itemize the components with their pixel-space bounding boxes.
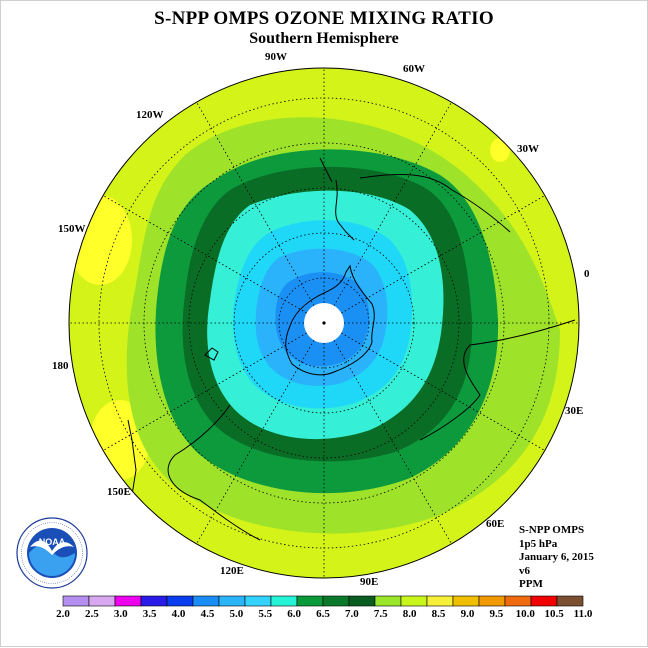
meridian-line (196, 322, 325, 545)
colorbar-tick-label: 10.5 (544, 608, 564, 620)
noaa-logo: NOAA (16, 517, 88, 589)
lon-label-30w: 30W (517, 143, 539, 155)
colorbar-tick-label: 4.5 (200, 608, 215, 620)
lon-label-30e: 30E (565, 405, 584, 417)
lon-label-180: 180 (52, 360, 69, 372)
colorbar-tick-label: 9.5 (489, 608, 504, 620)
colorbar-tick-label: 7.0 (345, 608, 359, 620)
colorbar-tick-label: 3.0 (113, 608, 128, 620)
colorbar-tick-label: 2.5 (85, 608, 99, 620)
colorbar-tick-label: 8.0 (402, 608, 417, 620)
colorbar-swatch (452, 595, 480, 607)
graticule (69, 68, 579, 578)
dataset-info: S-NPP OMPS 1p5 hPa January 6, 2015 v6 PP… (519, 524, 594, 592)
meridian-line (323, 195, 546, 324)
colorbar-tick-label: 5.5 (258, 608, 273, 620)
nz-coast (127, 419, 137, 496)
colorbar-swatch (166, 595, 194, 607)
colorbar-swatch (530, 595, 558, 607)
colorbar-tick-label: 3.5 (142, 608, 157, 620)
colorbar-swatch (114, 595, 142, 607)
colorbar-swatch (322, 595, 350, 607)
info-level: 1p5 hPa (519, 537, 558, 550)
colorbar-tick-label: 9.0 (460, 608, 475, 620)
meridian-line (323, 101, 452, 324)
info-units: PPM (519, 578, 543, 590)
south-america-coast (359, 173, 511, 233)
colorbar-swatch (62, 595, 90, 607)
colorbar-swatch (426, 595, 454, 607)
svg-text:NOAA: NOAA (39, 537, 66, 547)
colorbar-swatch (244, 595, 272, 607)
colorbar-swatch (374, 595, 402, 607)
lon-label-0: 0 (584, 268, 590, 280)
colorbar-tick-label: 10.0 (515, 608, 535, 620)
colorbar-swatch (88, 595, 116, 607)
australia-coast (167, 404, 261, 541)
lon-label-120e: 120E (220, 565, 244, 577)
meridian-line (102, 322, 325, 451)
colorbar-tick-label: 6.5 (316, 608, 330, 620)
meridian-line (323, 322, 546, 451)
south-america-tip (319, 157, 355, 241)
colorbar-swatch (192, 595, 220, 607)
lon-label-150e: 150E (107, 486, 131, 498)
info-version: v6 (519, 564, 530, 577)
colorbar-swatch (296, 595, 324, 607)
colorbar-swatch (348, 595, 376, 607)
antarctica-outline (285, 264, 375, 376)
map-title: S-NPP OMPS OZONE MIXING RATIO (154, 8, 494, 29)
colorbar-tick-label: 11.0 (573, 608, 593, 620)
colorbar-tick-label: 5.0 (229, 608, 244, 620)
info-date: January 6, 2015 (519, 551, 594, 563)
lon-label-90w: 90W (265, 51, 287, 63)
colorbar-swatch (556, 595, 584, 607)
lon-label-120w: 120W (136, 109, 164, 121)
lon-label-60e: 60E (486, 518, 505, 530)
meridian-line (196, 101, 325, 324)
colorbar-swatch (478, 595, 506, 607)
colorbar-tick-label: 7.5 (373, 608, 388, 620)
coastlines (127, 157, 576, 541)
map-subtitle: Southern Hemisphere (249, 30, 399, 47)
colorbar-swatch (504, 595, 532, 607)
colorbar-swatch (400, 595, 428, 607)
meridian-line (102, 195, 325, 324)
colorbar-swatch (218, 595, 246, 607)
lon-label-150w: 150W (58, 223, 86, 235)
south-pole-marker (322, 321, 326, 325)
lon-label-60w: 60W (403, 63, 425, 75)
colorbar-tick-label: 6.0 (287, 608, 301, 620)
meridian-line (323, 322, 452, 545)
island-a (204, 347, 219, 361)
info-instrument: S-NPP OMPS (519, 524, 585, 536)
colorbar-swatch (140, 595, 168, 607)
lon-label-90e: 90E (360, 576, 379, 588)
colorbar-swatch (270, 595, 298, 607)
africa-coast (419, 319, 576, 441)
colorbar-tick-label: 8.5 (431, 608, 446, 620)
map-boundary (68, 67, 580, 579)
colorbar-tick-label: 4.0 (171, 608, 186, 620)
colorbar-tick-label: 2.0 (56, 608, 70, 620)
